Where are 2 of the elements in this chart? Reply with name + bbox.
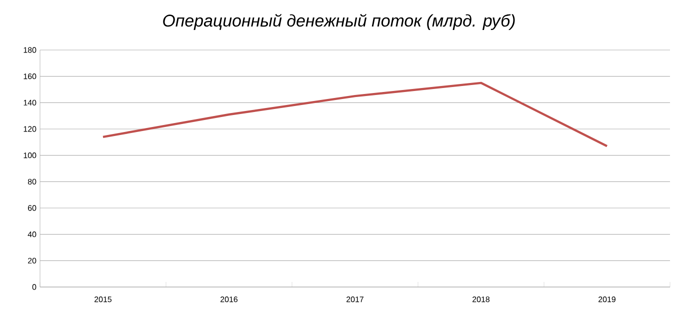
chart-title: Операционный денежный поток (млрд. руб) bbox=[163, 14, 515, 30]
line-series bbox=[102, 82, 608, 148]
